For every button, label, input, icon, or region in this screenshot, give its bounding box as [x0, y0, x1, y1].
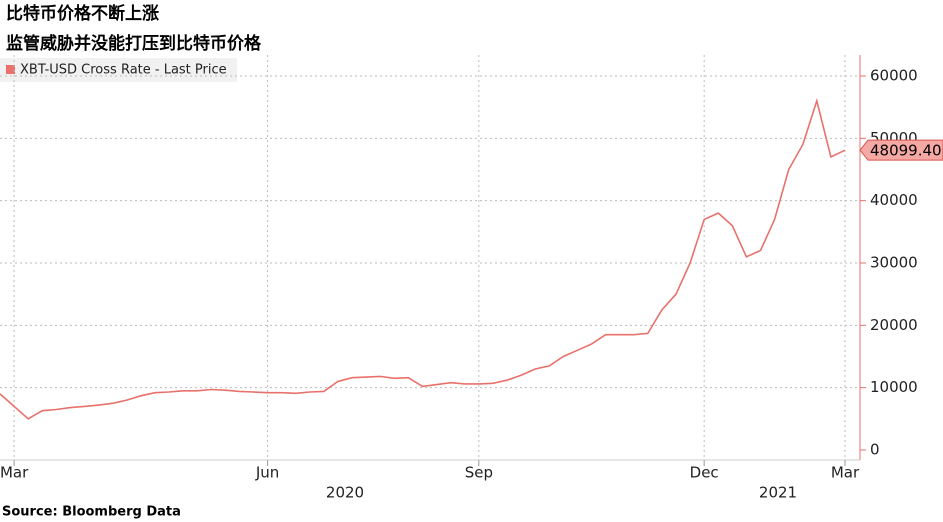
chart-subtitle: 监管威胁并没能打压到比特币价格 [6, 33, 262, 54]
y-tick-label: 10000 [870, 378, 918, 396]
legend-box [0, 58, 237, 82]
y-tick-label: 60000 [870, 67, 918, 85]
price-line [0, 97, 846, 420]
y-tick-label: 40000 [870, 191, 918, 209]
x-tick-label: Mar [0, 464, 29, 482]
source: Source: Bloomberg Data [2, 505, 181, 520]
x-tick-label: Jun [255, 464, 279, 482]
chart-title: 比特币价格不断上涨 [6, 3, 159, 24]
last-price-tag [859, 139, 943, 161]
y-tick-label: 0 [870, 441, 880, 459]
x-tick-label: Sep [465, 464, 493, 482]
year-label: 2020 [326, 484, 364, 502]
legend-swatch [6, 65, 15, 74]
year-label: 2021 [759, 484, 797, 502]
legend-label: XBT-USD Cross Rate - Last Price [20, 63, 227, 78]
x-tick-label: Dec [690, 464, 719, 482]
y-tick-label: 30000 [870, 254, 918, 272]
last-price-label: 48099.40 [870, 142, 942, 160]
y-tick-label: 20000 [870, 316, 918, 334]
x-tick-label: Mar [831, 464, 860, 482]
